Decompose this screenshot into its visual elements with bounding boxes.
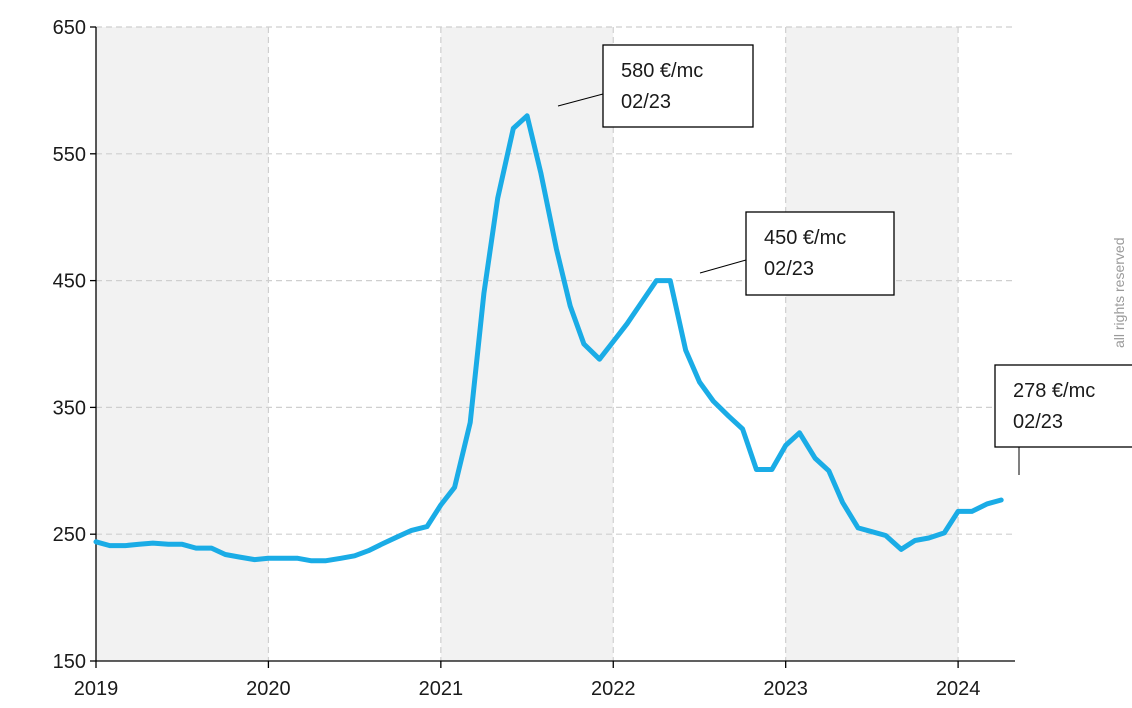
callout: 580 €/mc 02/23 <box>557 44 754 128</box>
gridlines <box>96 26 1015 661</box>
x-tick-label: 2024 <box>936 678 981 700</box>
y-tick-label: 250 <box>53 524 86 546</box>
x-tick-label: 2020 <box>246 678 291 700</box>
series-line <box>93 113 1004 564</box>
callout-value: 580 €/mc <box>621 60 703 82</box>
y-tick-label: 450 <box>53 271 86 293</box>
callout: 278 €/mc 02/23 <box>994 364 1132 475</box>
callout: 450 €/mc 02/23 <box>699 211 895 296</box>
series-layer <box>93 113 1004 564</box>
callout-leader <box>557 93 604 107</box>
year-band <box>785 27 959 661</box>
axes <box>90 26 1015 668</box>
callout-box <box>602 44 754 128</box>
callout-leader <box>699 259 747 274</box>
x-tick-label: 2023 <box>763 678 808 700</box>
year-band <box>96 27 269 661</box>
callouts: 580 €/mc 02/23 450 €/mc 02/23 278 €/mc 02/23 <box>557 44 1132 475</box>
callout-value: 278 €/mc <box>1013 380 1095 402</box>
callout-date: 02/23 <box>621 91 671 113</box>
x-tick-label: 2021 <box>419 678 464 700</box>
y-tick-label: 550 <box>53 144 86 166</box>
y-tick-label: 150 <box>53 651 86 673</box>
x-tick-label: 2019 <box>74 678 119 700</box>
watermark: all rights reserved <box>1111 238 1127 349</box>
callout-box <box>745 211 895 296</box>
callout-date: 02/23 <box>764 258 814 280</box>
y-tick-label: 350 <box>53 397 86 419</box>
y-tick-label: 650 <box>53 17 86 39</box>
x-tick-label: 2022 <box>591 678 636 700</box>
tick-labels: 150 250 350 450 550 650 2019 2020 2021 2022 2023 20… <box>53 17 981 700</box>
callout-value: 450 €/mc <box>764 227 846 249</box>
callout-box <box>994 364 1132 448</box>
callout-date: 02/23 <box>1013 411 1063 433</box>
